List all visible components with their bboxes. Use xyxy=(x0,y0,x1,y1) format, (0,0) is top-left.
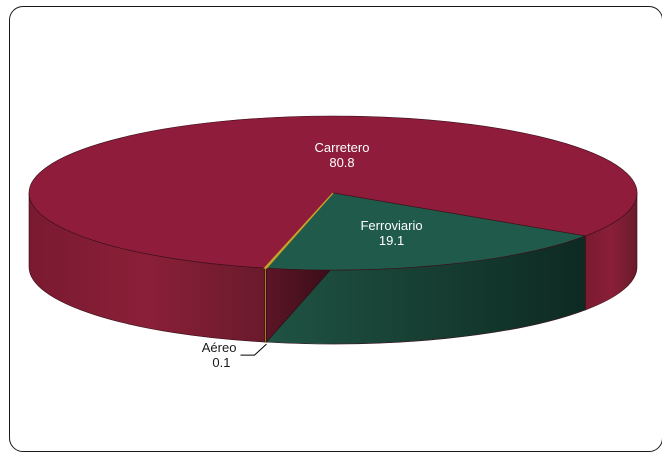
pie-slice-aéreo xyxy=(263,192,334,269)
slice-value-label: 19.1 xyxy=(379,233,404,248)
leader-line xyxy=(240,343,267,356)
slice-category-label: Aéreo xyxy=(202,340,237,355)
slice-category-label: Carretero xyxy=(315,140,370,155)
pie-slice-ferroviario xyxy=(265,192,587,271)
slice-value-label: 80.8 xyxy=(329,155,354,170)
slice-category-label: Ferroviario xyxy=(360,218,422,233)
pie-slice-carretero xyxy=(28,115,638,269)
pie-tops xyxy=(28,115,638,271)
slice-value-label: 0.1 xyxy=(212,355,230,370)
